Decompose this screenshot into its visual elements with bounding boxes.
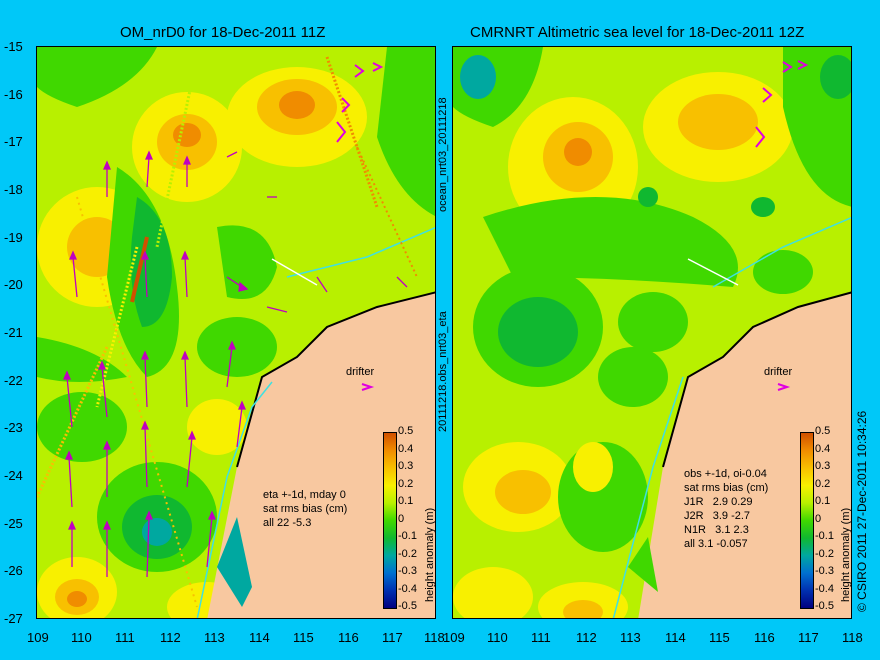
left-annotation-line: sat rms bias (cm): [263, 503, 348, 515]
left-lat-tick: -23: [4, 420, 23, 435]
obs-file-label: 20111218.obs_nrt03_eta: [437, 311, 449, 432]
colorbar-tick-label: 0.4: [815, 442, 831, 455]
right-annotation-line: obs +-1d, oi-0.04: [684, 468, 767, 480]
left-map-canvas: [37, 47, 435, 618]
colorbar-tick-label: 0.4: [398, 442, 414, 455]
left-lon-tick: 110: [71, 630, 92, 645]
right-lon-tick: 114: [665, 630, 686, 645]
right-colorbar-label: height anomaly (m): [840, 507, 852, 602]
right-lon-tick: 115: [709, 630, 730, 645]
right-annotation-line: all 3.1 -0.057: [684, 538, 748, 550]
colorbar-tick-label: 0: [398, 512, 405, 525]
right-drifter-label: drifter: [764, 366, 793, 378]
right-lon-tick: 113: [620, 630, 641, 645]
left-lat-tick: -24: [4, 468, 23, 483]
right-colorbar: [800, 432, 814, 609]
right-annotation-line: J2R 3.9 -2.7: [684, 510, 751, 522]
right-lon-tick: 110: [487, 630, 508, 645]
copyright-text: © CSIRO 2011 27-Dec-2011 10:34:26: [855, 410, 869, 612]
left-drifter-label: drifter: [346, 366, 375, 378]
left-lon-tick: 118: [424, 630, 445, 645]
right-lon-tick: 117: [798, 630, 819, 645]
right-map-canvas: [453, 47, 851, 618]
left-lat-tick: -17: [4, 134, 23, 149]
left-lon-tick: 109: [27, 630, 49, 645]
left-lon-tick: 116: [338, 630, 359, 645]
left-lat-tick: -26: [4, 563, 23, 578]
colorbar-tick-label: 0.2: [815, 477, 831, 490]
model-file-label: ocean_nrt03_20111218: [437, 97, 449, 212]
colorbar-tick-label: -0.3: [398, 565, 417, 577]
colorbar-tick-label: 0.5: [398, 425, 414, 437]
right-lon-tick: 111: [531, 630, 551, 645]
right-map: [452, 46, 852, 619]
left-lat-tick: -16: [4, 87, 23, 102]
left-annotation-line: all 22 -5.3: [263, 517, 312, 529]
left-lat-tick: -20: [4, 277, 23, 292]
right-panel-title: CMRNRT Altimetric sea level for 18-Dec-2…: [470, 24, 805, 41]
left-lon-tick: 111: [115, 630, 135, 645]
left-annotation-line: eta +-1d, mday 0: [263, 489, 346, 501]
left-lon-tick: 115: [293, 630, 314, 645]
colorbar-tick-label: -0.4: [398, 582, 417, 595]
right-annotation-line: J1R 2.9 0.29: [684, 496, 753, 508]
right-annotation-line: N1R 3.1 2.3: [684, 524, 749, 536]
colorbar-tick-label: -0.5: [815, 600, 834, 612]
colorbar-tick-label: 0.1: [398, 495, 414, 507]
colorbar-tick-label: -0.2: [398, 547, 417, 560]
left-lat-tick: -18: [4, 182, 23, 197]
right-lon-tick: 109: [443, 630, 465, 645]
colorbar-tick-label: -0.2: [815, 547, 834, 560]
left-lon-tick: 113: [204, 630, 225, 645]
left-lon-tick: 117: [382, 630, 403, 645]
left-lat-tick: -25: [4, 516, 23, 531]
left-lat-tick: -19: [4, 230, 23, 245]
colorbar-tick-label: -0.1: [815, 530, 834, 542]
left-lat-tick: -27: [4, 611, 23, 626]
colorbar-tick-label: 0.3: [398, 460, 414, 472]
colorbar-tick-label: -0.5: [398, 600, 417, 612]
left-lat-tick: -22: [4, 373, 23, 388]
colorbar-tick-label: 0.2: [398, 477, 414, 490]
left-lon-tick: 112: [160, 630, 181, 645]
left-panel-title: OM_nrD0 for 18-Dec-2011 11Z: [120, 24, 326, 41]
left-colorbar: [383, 432, 397, 609]
right-lon-tick: 112: [576, 630, 597, 645]
right-lon-tick: 118: [842, 630, 863, 645]
left-lat-tick: -21: [4, 325, 23, 340]
left-colorbar-label: height anomaly (m): [424, 507, 436, 602]
left-lat-tick: -15: [4, 39, 23, 54]
colorbar-tick-label: 0: [815, 512, 822, 525]
left-lon-tick: 114: [249, 630, 270, 645]
colorbar-tick-label: 0.3: [815, 460, 831, 472]
colorbar-tick-label: -0.1: [398, 530, 417, 542]
colorbar-tick-label: 0.1: [815, 495, 831, 507]
right-lon-tick: 116: [754, 630, 775, 645]
colorbar-tick-label: -0.3: [815, 565, 834, 577]
left-map: [36, 46, 436, 619]
right-annotation-line: sat rms bias (cm): [684, 482, 769, 494]
colorbar-tick-label: -0.4: [815, 582, 834, 595]
colorbar-tick-label: 0.5: [815, 425, 831, 437]
